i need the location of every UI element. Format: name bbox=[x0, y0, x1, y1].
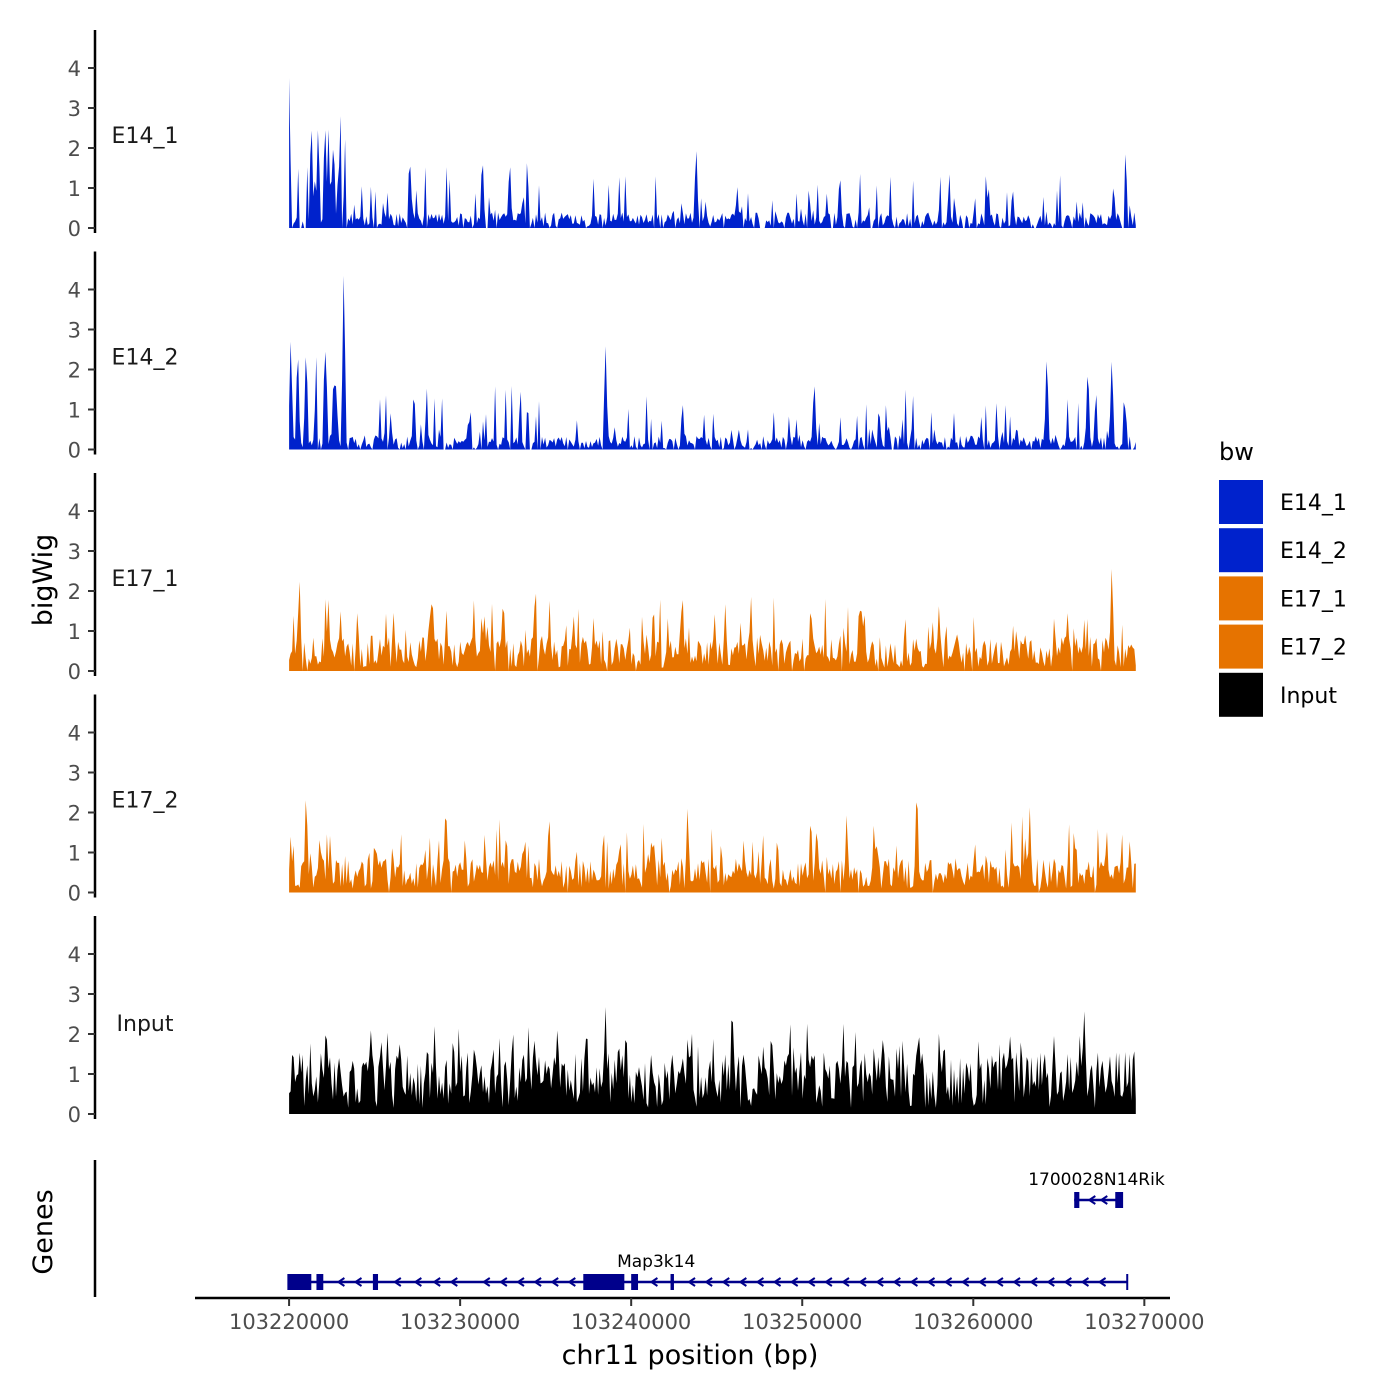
y-tick-label: 4 bbox=[68, 57, 81, 81]
legend-swatch bbox=[1219, 625, 1263, 669]
x-axis: 103220000 103230000 103240000 103250000 1032… bbox=[195, 1298, 1204, 1334]
x-tick-label: 103220000 bbox=[229, 1310, 349, 1334]
genome-track-figure: 0 1 2 3 4 E14_1 0 1 2 3 4 E14_2 0 1 2 3 4 E17_1 0 1 2 3 4 E17_2… bbox=[0, 0, 1400, 1400]
gene-exon bbox=[373, 1274, 378, 1290]
gene-map3k14: Map3k14 bbox=[287, 1252, 1127, 1290]
gene-exon bbox=[583, 1274, 624, 1290]
y-tick-label: 3 bbox=[68, 983, 81, 1007]
y-tick-label: 2 bbox=[68, 580, 81, 604]
track-e14-1: 0 1 2 3 4 E14_1 bbox=[68, 30, 1136, 241]
y-tick-label: 2 bbox=[68, 137, 81, 161]
y-tick-label: 3 bbox=[68, 97, 81, 121]
track-label: E17_1 bbox=[112, 567, 179, 592]
y-tick-label: 1 bbox=[68, 177, 81, 201]
y-tick-label: 3 bbox=[68, 540, 81, 564]
y-tick-label: 1 bbox=[68, 1063, 81, 1087]
gene-label: Map3k14 bbox=[617, 1252, 695, 1272]
track-e17-1: 0 1 2 3 4 E17_1 bbox=[68, 473, 1136, 684]
genes-panel: Map3k14 1700028N14Rik bbox=[95, 1160, 1165, 1297]
legend-swatch bbox=[1219, 480, 1263, 524]
y-tick-label: 1 bbox=[68, 399, 81, 423]
y-tick-label: 4 bbox=[68, 722, 81, 746]
y-tick-label: 2 bbox=[68, 802, 81, 826]
gene-exon bbox=[1074, 1192, 1079, 1208]
legend-title: bw bbox=[1219, 438, 1254, 466]
y-tick-label: 2 bbox=[68, 359, 81, 383]
gene-1700028n14rik: 1700028N14Rik bbox=[1028, 1170, 1165, 1208]
gene-label: 1700028N14Rik bbox=[1028, 1170, 1165, 1190]
bigwig-tracks: 0 1 2 3 4 E14_1 0 1 2 3 4 E14_2 0 1 2 3 4 E17_1 0 1 2 3 4 E17_2… bbox=[68, 30, 1136, 1127]
legend-label: Input bbox=[1280, 684, 1337, 709]
x-tick-label: 103260000 bbox=[913, 1310, 1033, 1334]
signal-area-e17-1 bbox=[289, 569, 1136, 671]
signal-area-e14-1 bbox=[289, 78, 1136, 228]
track-input: 0 1 2 3 4 Input bbox=[68, 916, 1136, 1127]
x-tick-label: 103230000 bbox=[400, 1310, 520, 1334]
y-tick-label: 4 bbox=[68, 500, 81, 524]
track-label: E14_2 bbox=[112, 346, 179, 371]
legend-swatch bbox=[1219, 528, 1263, 572]
y-axis-label: bigWig bbox=[28, 534, 59, 627]
signal-area-e14-2 bbox=[289, 276, 1136, 450]
y-tick-label: 1 bbox=[68, 842, 81, 866]
y-tick-label: 2 bbox=[68, 1023, 81, 1047]
gene-exon bbox=[287, 1274, 311, 1290]
x-axis-label: chr11 position (bp) bbox=[562, 1340, 819, 1371]
x-tick-label: 103240000 bbox=[571, 1310, 691, 1334]
legend-swatch bbox=[1219, 673, 1263, 717]
legend-label: E17_1 bbox=[1280, 587, 1347, 612]
track-label: Input bbox=[117, 1012, 174, 1037]
legend: bw E14_1 E14_2 E17_1 E17_2 Input bbox=[1219, 438, 1347, 717]
y-tick-label: 4 bbox=[68, 943, 81, 967]
signal-area-input bbox=[289, 1007, 1136, 1114]
legend-swatch bbox=[1219, 576, 1263, 620]
genes-axis-label: Genes bbox=[28, 1189, 59, 1274]
y-tick-label: 4 bbox=[68, 279, 81, 303]
y-tick-label: 0 bbox=[68, 882, 81, 906]
y-tick-label: 3 bbox=[68, 762, 81, 786]
y-tick-label: 0 bbox=[68, 217, 81, 241]
legend-label: E17_2 bbox=[1280, 636, 1347, 661]
legend-label: E14_2 bbox=[1280, 539, 1347, 564]
y-tick-label: 3 bbox=[68, 319, 81, 343]
x-tick-label: 103270000 bbox=[1084, 1310, 1204, 1334]
y-tick-label: 0 bbox=[68, 1103, 81, 1127]
x-tick-label: 103250000 bbox=[742, 1310, 862, 1334]
gene-exon bbox=[671, 1274, 674, 1290]
track-e14-2: 0 1 2 3 4 E14_2 bbox=[68, 252, 1136, 463]
signal-area-e17-2 bbox=[289, 800, 1136, 892]
y-tick-label: 0 bbox=[68, 660, 81, 684]
legend-label: E14_1 bbox=[1280, 491, 1347, 516]
gene-exon bbox=[316, 1274, 323, 1290]
track-e17-2: 0 1 2 3 4 E17_2 bbox=[68, 695, 1136, 906]
y-tick-label: 1 bbox=[68, 620, 81, 644]
gene-exon bbox=[631, 1274, 638, 1290]
track-label: E17_2 bbox=[112, 789, 179, 814]
track-label: E14_1 bbox=[112, 124, 179, 149]
y-tick-label: 0 bbox=[68, 439, 81, 463]
gene-exon bbox=[1115, 1192, 1122, 1208]
